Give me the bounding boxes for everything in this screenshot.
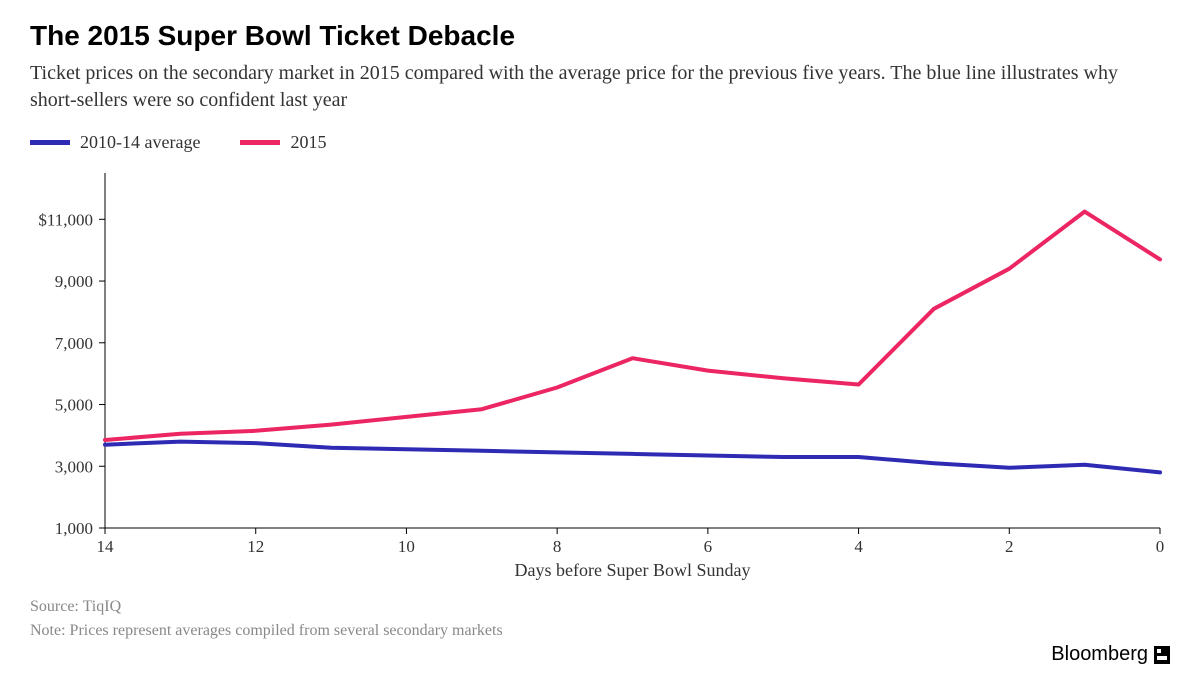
svg-text:0: 0 xyxy=(1156,537,1165,556)
svg-text:1,000: 1,000 xyxy=(55,519,93,538)
legend-label-2015: 2015 xyxy=(290,132,326,153)
note-line: Note: Prices represent averages compiled… xyxy=(30,619,1170,643)
svg-text:Days before Super Bowl Sunday: Days before Super Bowl Sunday xyxy=(515,560,751,580)
svg-text:8: 8 xyxy=(553,537,562,556)
svg-text:4: 4 xyxy=(854,537,863,556)
svg-text:2: 2 xyxy=(1005,537,1014,556)
legend-label-avg: 2010-14 average xyxy=(80,132,200,153)
svg-text:14: 14 xyxy=(97,537,115,556)
svg-text:12: 12 xyxy=(247,537,264,556)
source-line: Source: TiqIQ xyxy=(30,595,1170,619)
legend-swatch-avg xyxy=(30,140,70,145)
svg-text:$11,000: $11,000 xyxy=(38,210,93,229)
svg-text:3,000: 3,000 xyxy=(55,457,93,476)
legend-item-2015: 2015 xyxy=(240,132,326,153)
legend-swatch-2015 xyxy=(240,140,280,145)
chart-subtitle: Ticket prices on the secondary market in… xyxy=(30,60,1130,114)
chart-area: 1,000 3,000 5,000 7,000 9,000 $11,000 14 12 10 8 6… xyxy=(30,163,1170,583)
brand-logo: Bloomberg xyxy=(1051,643,1170,666)
svg-text:10: 10 xyxy=(398,537,415,556)
svg-text:7,000: 7,000 xyxy=(55,334,93,353)
brand-glyph-icon xyxy=(1154,646,1170,664)
chart-title: The 2015 Super Bowl Ticket Debacle xyxy=(30,20,1170,52)
legend: 2010-14 average 2015 xyxy=(30,132,1170,153)
line-chart-svg: 1,000 3,000 5,000 7,000 9,000 $11,000 14 12 10 8 6… xyxy=(30,163,1170,583)
svg-text:6: 6 xyxy=(704,537,713,556)
svg-text:9,000: 9,000 xyxy=(55,272,93,291)
chart-footer: Source: TiqIQ Note: Prices represent ave… xyxy=(30,595,1170,643)
svg-text:5,000: 5,000 xyxy=(55,396,93,415)
legend-item-avg: 2010-14 average xyxy=(30,132,200,153)
brand-text: Bloomberg xyxy=(1051,643,1148,666)
